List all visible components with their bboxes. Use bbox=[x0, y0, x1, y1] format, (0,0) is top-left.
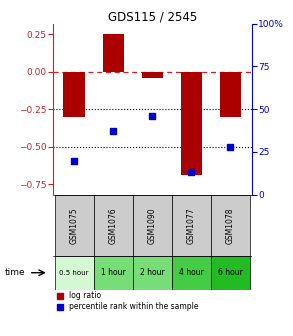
Text: 6 hour: 6 hour bbox=[218, 268, 243, 277]
Text: GSM1075: GSM1075 bbox=[70, 207, 79, 244]
Text: 1 hour: 1 hour bbox=[101, 268, 126, 277]
Point bbox=[189, 170, 194, 175]
Text: GSM1077: GSM1077 bbox=[187, 207, 196, 244]
Bar bbox=[211, 256, 250, 290]
Text: 2 hour: 2 hour bbox=[140, 268, 165, 277]
Point bbox=[228, 144, 233, 150]
Bar bbox=[172, 195, 211, 256]
Legend: log ratio, percentile rank within the sample: log ratio, percentile rank within the sa… bbox=[57, 291, 198, 311]
Bar bbox=[94, 195, 133, 256]
Bar bbox=[133, 195, 172, 256]
Text: GSM1078: GSM1078 bbox=[226, 207, 235, 244]
Bar bbox=[220, 72, 241, 117]
Bar bbox=[211, 195, 250, 256]
Bar bbox=[172, 256, 211, 290]
Bar bbox=[133, 256, 172, 290]
Text: time: time bbox=[4, 268, 25, 277]
Text: 0.5 hour: 0.5 hour bbox=[59, 270, 89, 276]
Bar bbox=[64, 72, 85, 117]
Bar bbox=[181, 72, 202, 175]
Bar bbox=[55, 195, 94, 256]
Point bbox=[111, 129, 116, 134]
Bar bbox=[94, 256, 133, 290]
Text: GSM1076: GSM1076 bbox=[109, 207, 118, 244]
Point bbox=[150, 113, 155, 119]
Bar bbox=[142, 72, 163, 78]
Point bbox=[72, 158, 76, 163]
Text: 4 hour: 4 hour bbox=[179, 268, 204, 277]
Bar bbox=[103, 34, 124, 72]
Text: GSM1090: GSM1090 bbox=[148, 207, 157, 244]
Bar bbox=[55, 256, 94, 290]
Title: GDS115 / 2545: GDS115 / 2545 bbox=[108, 10, 197, 24]
